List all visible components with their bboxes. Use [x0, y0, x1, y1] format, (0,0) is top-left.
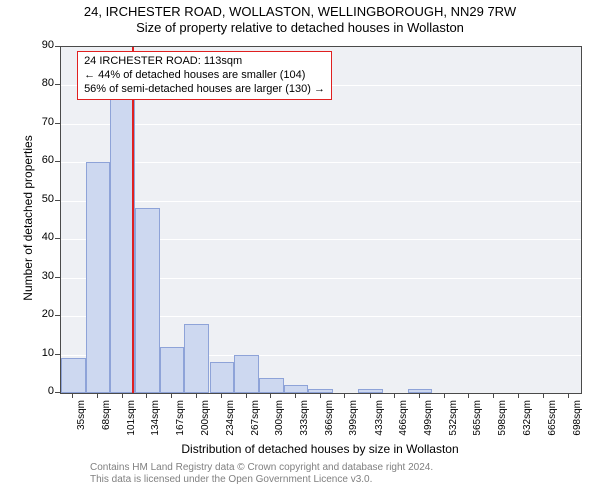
y-tick-mark [55, 161, 60, 162]
x-tick-label: 300sqm [274, 400, 285, 445]
footer-line1: Contains HM Land Registry data © Crown c… [90, 462, 433, 474]
histogram-bar [61, 358, 86, 393]
gridline [61, 124, 581, 125]
x-tick-label: 598sqm [497, 400, 508, 445]
histogram-bar [234, 355, 259, 393]
y-tick-label: 80 [30, 77, 54, 89]
y-tick-label: 10 [30, 347, 54, 359]
y-tick-mark [55, 277, 60, 278]
footer-line2: This data is licensed under the Open Gov… [90, 474, 433, 486]
page-title-line2: Size of property relative to detached ho… [0, 20, 600, 36]
x-tick-label: 101sqm [126, 400, 137, 445]
x-tick-mark [568, 393, 569, 398]
y-tick-mark [55, 315, 60, 316]
y-tick-label: 70 [30, 116, 54, 128]
x-tick-mark [295, 393, 296, 398]
x-tick-label: 35sqm [76, 400, 87, 445]
x-tick-mark [246, 393, 247, 398]
histogram-bar [86, 162, 111, 393]
x-tick-label: 200sqm [200, 400, 211, 445]
y-tick-mark [55, 123, 60, 124]
histogram-bar [210, 362, 235, 393]
annotation-line: 56% of semi-detached houses are larger (… [84, 83, 325, 97]
y-tick-mark [55, 238, 60, 239]
x-tick-mark [171, 393, 172, 398]
x-tick-label: 234sqm [225, 400, 236, 445]
x-tick-mark [320, 393, 321, 398]
x-tick-label: 632sqm [522, 400, 533, 445]
histogram-bar [135, 208, 160, 393]
x-tick-mark [97, 393, 98, 398]
y-tick-label: 50 [30, 193, 54, 205]
y-tick-mark [55, 392, 60, 393]
x-tick-label: 565sqm [472, 400, 483, 445]
annotation-line: ← 44% of detached houses are smaller (10… [84, 69, 325, 83]
x-tick-label: 399sqm [348, 400, 359, 445]
gridline [61, 201, 581, 202]
x-tick-mark [493, 393, 494, 398]
x-tick-label: 366sqm [324, 400, 335, 445]
x-tick-mark [146, 393, 147, 398]
y-tick-mark [55, 46, 60, 47]
x-tick-mark [221, 393, 222, 398]
y-tick-label: 40 [30, 231, 54, 243]
x-tick-label: 433sqm [374, 400, 385, 445]
x-tick-mark [370, 393, 371, 398]
x-tick-mark [394, 393, 395, 398]
gridline [61, 162, 581, 163]
x-tick-label: 698sqm [572, 400, 583, 445]
x-tick-label: 68sqm [101, 400, 112, 445]
x-tick-mark [196, 393, 197, 398]
y-tick-label: 90 [30, 39, 54, 51]
histogram-bar [284, 385, 309, 393]
x-tick-label: 665sqm [547, 400, 558, 445]
y-tick-label: 20 [30, 308, 54, 320]
page-title-line1: 24, IRCHESTER ROAD, WOLLASTON, WELLINGBO… [0, 4, 600, 20]
x-tick-mark [543, 393, 544, 398]
x-tick-label: 499sqm [423, 400, 434, 445]
footer-attribution: Contains HM Land Registry data © Crown c… [90, 462, 433, 486]
annotation-line: 24 IRCHESTER ROAD: 113sqm [84, 55, 325, 69]
x-tick-mark [72, 393, 73, 398]
x-tick-label: 333sqm [299, 400, 310, 445]
y-tick-mark [55, 84, 60, 85]
x-tick-label: 466sqm [398, 400, 409, 445]
x-tick-mark [518, 393, 519, 398]
x-tick-mark [468, 393, 469, 398]
y-tick-label: 30 [30, 270, 54, 282]
x-tick-label: 532sqm [448, 400, 459, 445]
y-tick-label: 60 [30, 154, 54, 166]
x-tick-mark [344, 393, 345, 398]
x-tick-mark [270, 393, 271, 398]
histogram-bar [184, 324, 209, 393]
x-tick-mark [419, 393, 420, 398]
y-tick-mark [55, 354, 60, 355]
annotation-box: 24 IRCHESTER ROAD: 113sqm← 44% of detach… [77, 51, 332, 100]
x-tick-mark [444, 393, 445, 398]
x-tick-label: 167sqm [175, 400, 186, 445]
x-tick-label: 134sqm [150, 400, 161, 445]
y-tick-label: 0 [30, 385, 54, 397]
y-axis-label: Number of detached properties [21, 118, 35, 318]
histogram-bar [160, 347, 185, 393]
histogram-plot-area: 24 IRCHESTER ROAD: 113sqm← 44% of detach… [60, 46, 582, 394]
histogram-bar [259, 378, 284, 393]
x-tick-label: 267sqm [250, 400, 261, 445]
x-tick-mark [122, 393, 123, 398]
y-tick-mark [55, 200, 60, 201]
